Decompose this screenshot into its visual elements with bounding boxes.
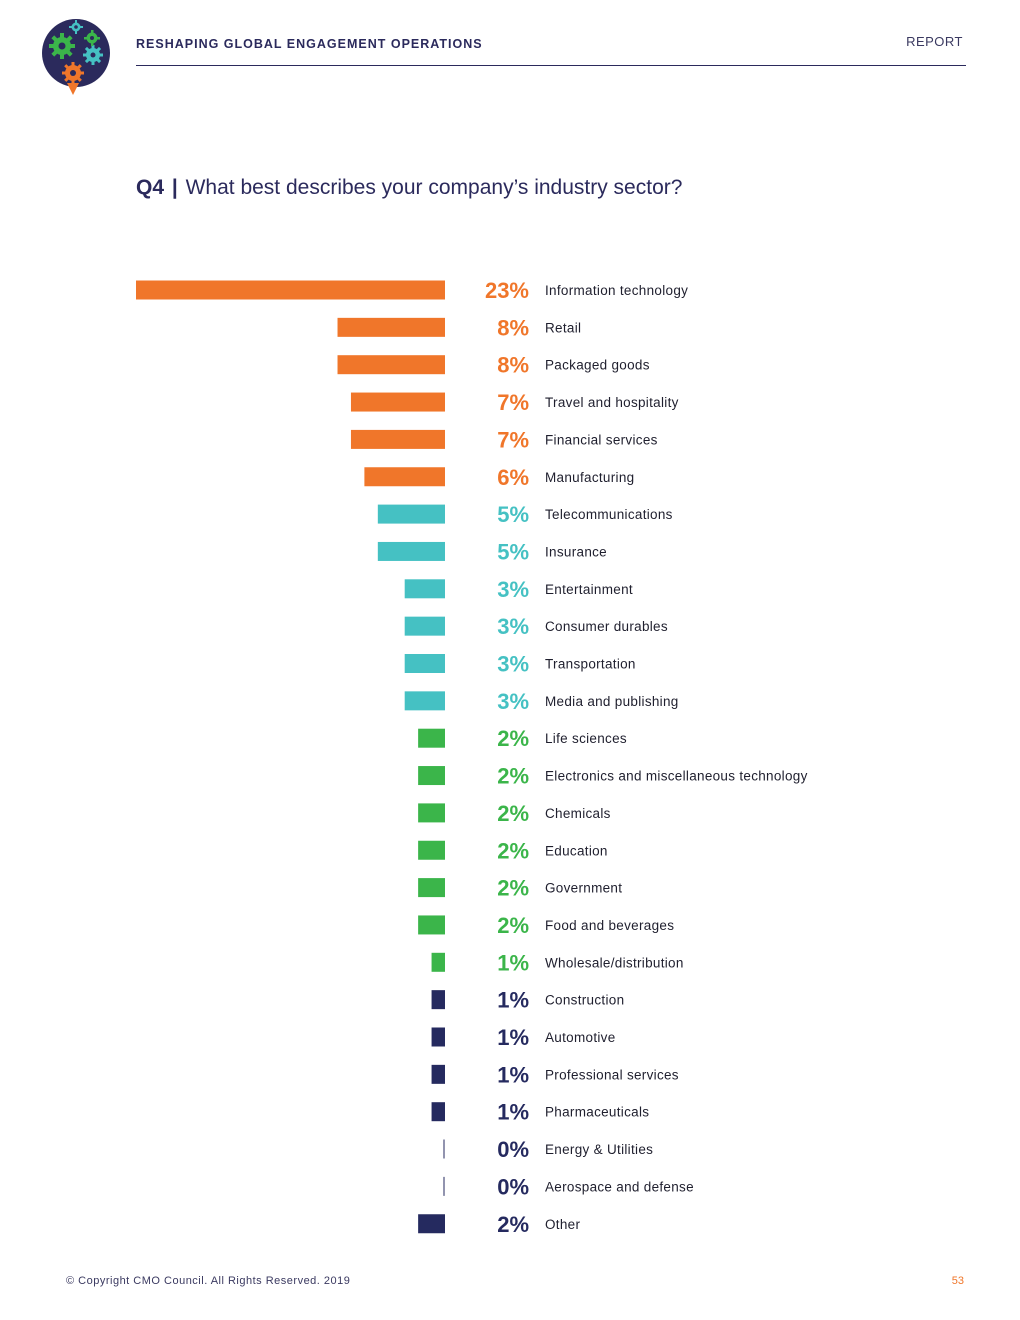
category-label-pharmaceuticals: Pharmaceuticals [545,1105,649,1120]
bar-telecommunications [377,504,445,524]
value-label-consumer-durables: 3% [497,614,529,639]
category-label-professional-services: Professional services [545,1067,679,1082]
value-label-construction: 1% [497,988,529,1013]
value-label-electronics-and-miscellaneous-technology: 2% [497,764,529,789]
value-label-insurance: 5% [497,539,529,564]
bar-information-technology [136,280,445,300]
question-text: What best describes your company’s indus… [185,176,683,199]
category-label-manufacturing: Manufacturing [545,470,634,485]
bar-electronics-and-miscellaneous-technology [418,766,445,786]
value-label-financial-services: 7% [497,427,529,452]
category-label-transportation: Transportation [545,657,636,672]
value-label-food-and-beverages: 2% [497,913,529,938]
bar-automotive [431,1027,445,1047]
value-label-government: 2% [497,876,529,901]
bar-government [418,878,445,898]
value-label-retail: 8% [497,315,529,340]
value-label-wholesale-distribution: 1% [497,950,529,975]
bar-consumer-durables [404,616,445,636]
question-separator: | [171,176,178,199]
category-label-wholesale-distribution: Wholesale/distribution [545,955,684,970]
bar-education [418,840,445,860]
bar-construction [431,990,445,1010]
value-label-professional-services: 1% [497,1062,529,1087]
value-label-media-and-publishing: 3% [497,689,529,714]
value-label-transportation: 3% [497,652,529,677]
category-label-energy-utilities: Energy & Utilities [545,1142,653,1157]
category-label-insurance: Insurance [545,544,607,559]
category-label-aerospace-and-defense: Aerospace and defense [545,1179,694,1194]
bar-retail [337,317,445,337]
question-heading: Q4 | What best describes your company’s … [136,176,682,200]
bar-travel-and-hospitality [350,392,445,412]
category-label-information-technology: Information technology [545,283,688,298]
category-label-food-and-beverages: Food and beverages [545,918,674,933]
value-label-automotive: 1% [497,1025,529,1050]
category-label-chemicals: Chemicals [545,806,611,821]
category-label-life-sciences: Life sciences [545,731,627,746]
report-title: RESHAPING GLOBAL ENGAGEMENT OPERATIONS [136,37,483,51]
category-label-packaged-goods: Packaged goods [545,358,650,373]
bar-chemicals [418,803,445,823]
bar-financial-services [350,429,445,449]
category-label-telecommunications: Telecommunications [545,507,673,522]
bar-insurance [377,541,445,561]
category-label-travel-and-hospitality: Travel and hospitality [545,395,679,410]
value-label-telecommunications: 5% [497,502,529,527]
category-label-retail: Retail [545,320,581,335]
cmo-gears-logo [40,18,112,98]
category-label-media-and-publishing: Media and publishing [545,694,679,709]
value-label-chemicals: 2% [497,801,529,826]
value-label-manufacturing: 6% [497,465,529,490]
value-label-travel-and-hospitality: 7% [497,390,529,415]
value-label-energy-utilities: 0% [497,1137,529,1162]
bar-pharmaceuticals [431,1102,445,1122]
category-label-other: Other [545,1217,580,1232]
value-label-aerospace-and-defense: 0% [497,1174,529,1199]
bar-media-and-publishing [404,691,445,711]
value-label-entertainment: 3% [497,577,529,602]
value-label-information-technology: 23% [485,278,529,303]
value-label-education: 2% [497,838,529,863]
category-label-consumer-durables: Consumer durables [545,619,668,634]
value-label-pharmaceuticals: 1% [497,1100,529,1125]
category-label-entertainment: Entertainment [545,582,633,597]
question-number: Q4 [136,176,165,199]
copyright-notice: © Copyright CMO Council. All Rights Rese… [66,1275,351,1287]
category-label-electronics-and-miscellaneous-technology: Electronics and miscellaneous technology [545,769,808,784]
bar-other [418,1214,445,1234]
category-label-government: Government [545,881,622,896]
page-number: 53 [951,1275,964,1287]
bar-packaged-goods [337,355,445,375]
report-label: REPORT [906,34,963,49]
category-label-construction: Construction [545,993,624,1008]
value-label-other: 2% [497,1212,529,1237]
bar-transportation [404,654,445,673]
bar-manufacturing [364,467,445,487]
bar-wholesale-distribution [431,952,445,972]
bar-food-and-beverages [418,915,445,935]
bar-entertainment [404,579,445,599]
bar-professional-services [431,1064,445,1084]
category-label-education: Education [545,843,608,858]
value-label-life-sciences: 2% [497,726,529,751]
header-divider [136,65,966,66]
value-label-packaged-goods: 8% [497,353,529,378]
category-label-financial-services: Financial services [545,432,658,447]
category-label-automotive: Automotive [545,1030,616,1045]
bar-life-sciences [418,728,445,748]
